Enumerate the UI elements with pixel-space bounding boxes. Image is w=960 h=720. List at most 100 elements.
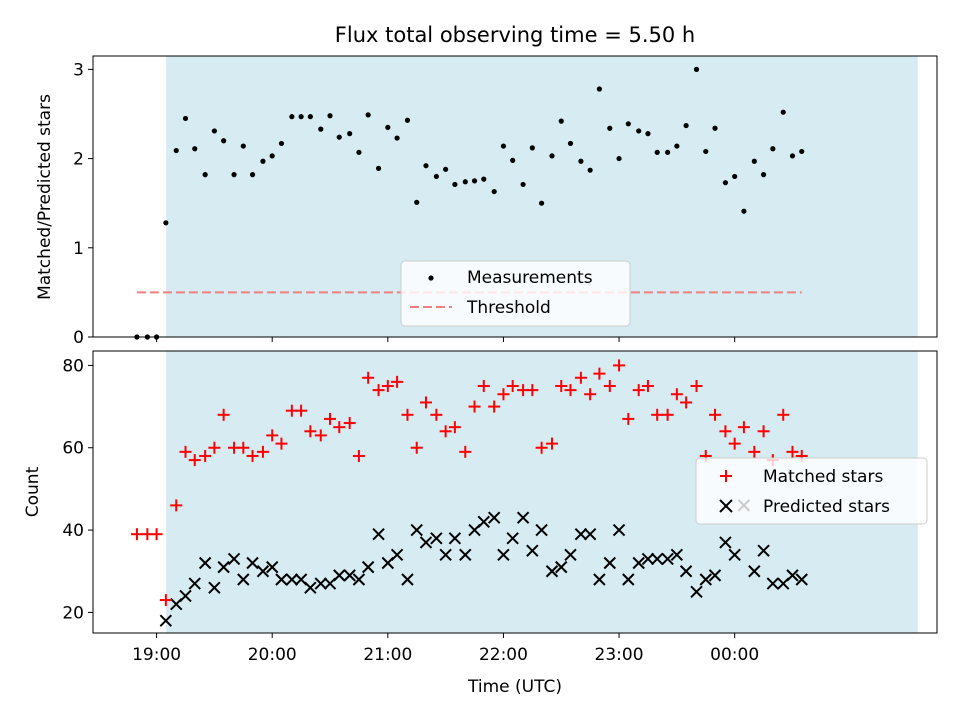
matched-star-point [728, 437, 741, 450]
matched-star-point [545, 437, 558, 450]
predicted-star-point [390, 548, 404, 561]
predicted-star-point [670, 548, 684, 561]
matched-star-point [757, 425, 770, 438]
measurement-point [433, 173, 439, 180]
top-y-ticks: 0 1 2 3 [73, 60, 93, 348]
top-axes-frame [92, 55, 938, 338]
measurement-point [221, 138, 227, 144]
predicted-star-point [227, 552, 241, 566]
predicted-star-point [728, 548, 741, 561]
measurement-point [587, 167, 593, 173]
matched-star-point [324, 412, 337, 425]
measurement-point [269, 153, 275, 159]
matched-star-point [777, 408, 790, 421]
predicted-star-point [430, 532, 443, 545]
predicted-star-point [795, 573, 808, 586]
measurement-points [134, 66, 805, 340]
bottom-y-axis-label: Count [23, 466, 43, 517]
matched-star-point [535, 441, 548, 454]
bottom-axes-frame [92, 350, 938, 634]
matched-star-point [661, 408, 674, 421]
matched-star-point [468, 400, 481, 413]
matched-star-point [632, 384, 645, 397]
predicted-star-point [708, 569, 722, 582]
matched-star-point [680, 396, 693, 409]
predicted-star-point [217, 560, 230, 574]
predicted-star-point [641, 552, 655, 566]
measurements-legend-label: Measurements [467, 268, 593, 288]
predicted-star-point [535, 523, 548, 537]
predicted-star-point [766, 577, 780, 590]
matched-star-point [159, 594, 172, 607]
measurement-point [394, 135, 400, 141]
matched-star-point [217, 408, 230, 421]
predicted-star-point [256, 565, 270, 578]
measurement-point [163, 220, 169, 226]
matched-star-point [622, 412, 635, 425]
measurement-point [173, 147, 179, 154]
predicted-star-point [748, 565, 761, 578]
measurement-point [529, 145, 535, 151]
measurement-point [780, 109, 786, 115]
matched-star-point [555, 379, 568, 392]
bottom-legend: Matched stars Predicted stars [695, 457, 928, 525]
matched-star-point [362, 371, 375, 384]
matched-star-point [179, 445, 192, 458]
x-tick-label: 22:00 [479, 645, 528, 665]
top-panel: 0 1 2 3 Matched/Predicted stars Measurement… [35, 55, 938, 348]
measurement-point [616, 155, 622, 162]
predicted-star-point [352, 573, 366, 586]
measurement-point [510, 157, 516, 163]
chart-title: Flux total observing time = 5.50 h [335, 23, 695, 47]
predicted-legend-label: Predicted stars [763, 497, 890, 517]
measurement-point [356, 149, 362, 155]
top-y-axis-label: Matched/Predicted stars [35, 94, 55, 300]
x-axis-label: Time (UTC) [467, 677, 562, 697]
matched-star-point [199, 449, 212, 462]
matched-star-point [237, 441, 250, 454]
predicted-star-point [583, 527, 597, 541]
matched-star-point [497, 388, 510, 401]
measurement-point [491, 188, 497, 195]
matched-star-point [593, 367, 606, 380]
x-tick-label: 23:00 [595, 645, 644, 665]
predicted-star-point [246, 556, 259, 570]
measurement-point [385, 124, 391, 130]
predicted-star-point [526, 544, 539, 557]
predicted-star-point [343, 569, 356, 582]
matched-stars-points [130, 359, 808, 607]
predicted-star-point [208, 581, 221, 594]
measurement-point [202, 172, 208, 178]
matched-star-point [246, 449, 259, 462]
measurement-point [211, 128, 217, 134]
matched-star-point [603, 379, 616, 392]
predicted-star-point [603, 556, 617, 570]
measurement-point [607, 125, 613, 131]
predicted-star-point [419, 536, 433, 549]
predicted-star-point [439, 548, 452, 561]
top-legend-box [400, 260, 631, 327]
measurement-point [549, 153, 555, 159]
measurement-point [404, 117, 411, 123]
predicted-stars-points [159, 499, 808, 627]
measurement-point [578, 158, 584, 164]
matched-star-point [352, 449, 365, 462]
predicted-star-point [477, 515, 490, 529]
matched-star-point [506, 379, 519, 392]
measurement-point [645, 131, 651, 137]
predicted-star-point [593, 573, 606, 586]
measurement-point [192, 146, 198, 152]
matched-star-point [670, 388, 683, 401]
y-tick-label: 0 [73, 328, 84, 348]
measurement-point [336, 134, 342, 140]
measurement-point [231, 172, 237, 178]
predicted-star-point [786, 569, 799, 582]
predicted-star-point [487, 511, 501, 524]
matched-star-point [410, 441, 423, 454]
matched-star-point [564, 384, 577, 397]
predicted-star-point [410, 523, 423, 537]
y-tick-label: 40 [62, 521, 84, 541]
matched-legend-marker [720, 470, 732, 482]
measurement-point [751, 158, 757, 164]
